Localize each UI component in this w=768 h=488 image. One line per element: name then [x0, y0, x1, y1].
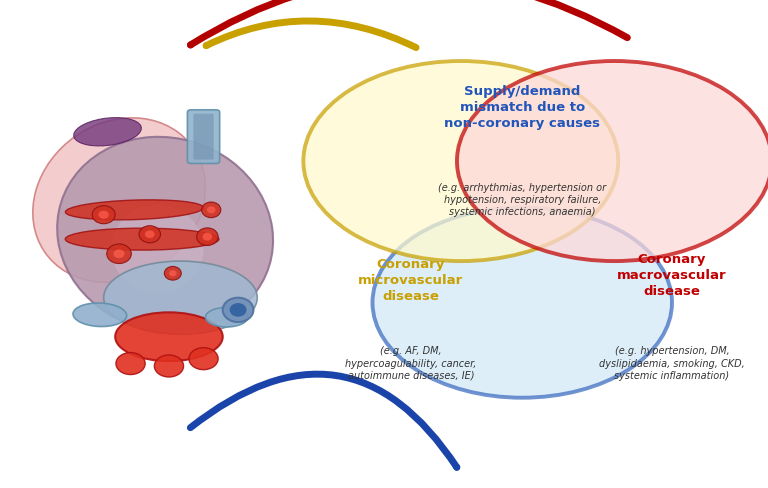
Text: Coronary
microvascular
disease: Coronary microvascular disease	[358, 258, 464, 303]
Ellipse shape	[111, 205, 204, 293]
Ellipse shape	[74, 118, 141, 146]
Ellipse shape	[73, 303, 127, 326]
FancyBboxPatch shape	[194, 114, 214, 160]
Ellipse shape	[169, 270, 177, 276]
Text: Supply/demand
mismatch due to
non-coronary causes: Supply/demand mismatch due to non-corona…	[444, 85, 601, 130]
Ellipse shape	[104, 261, 257, 334]
Ellipse shape	[230, 303, 247, 317]
Text: (e.g. arrhythmias, hypertension or
hypotension, respiratory failure,
systemic in: (e.g. arrhythmias, hypertension or hypot…	[439, 183, 606, 218]
Ellipse shape	[116, 352, 145, 375]
FancyArrowPatch shape	[190, 0, 627, 45]
Ellipse shape	[145, 230, 154, 238]
Ellipse shape	[114, 249, 124, 258]
Ellipse shape	[65, 228, 219, 250]
Ellipse shape	[107, 244, 131, 264]
Ellipse shape	[139, 225, 161, 243]
Ellipse shape	[207, 206, 216, 213]
Ellipse shape	[98, 211, 109, 219]
Ellipse shape	[206, 307, 248, 327]
Ellipse shape	[197, 228, 218, 245]
Ellipse shape	[203, 233, 212, 241]
Ellipse shape	[33, 118, 205, 283]
Ellipse shape	[154, 355, 184, 377]
Ellipse shape	[201, 202, 221, 218]
Ellipse shape	[223, 298, 253, 322]
Ellipse shape	[92, 205, 115, 224]
Ellipse shape	[164, 266, 181, 280]
Ellipse shape	[372, 207, 672, 398]
Ellipse shape	[189, 347, 218, 370]
Text: (e.g. hypertension, DM,
dyslipidaemia, smoking, CKD,
systemic inflammation): (e.g. hypertension, DM, dyslipidaemia, s…	[599, 346, 745, 381]
Ellipse shape	[65, 200, 204, 220]
FancyBboxPatch shape	[187, 110, 220, 163]
Ellipse shape	[457, 61, 768, 261]
Ellipse shape	[57, 137, 273, 332]
FancyArrowPatch shape	[206, 21, 416, 47]
Ellipse shape	[115, 312, 223, 361]
Ellipse shape	[303, 61, 618, 261]
Text: (e.g. AF, DM,
hypercoagulability, cancer,
autoimmune diseases, IE): (e.g. AF, DM, hypercoagulability, cancer…	[345, 346, 477, 381]
FancyArrowPatch shape	[190, 374, 457, 468]
Text: Coronary
macrovascular
disease: Coronary macrovascular disease	[617, 253, 727, 298]
